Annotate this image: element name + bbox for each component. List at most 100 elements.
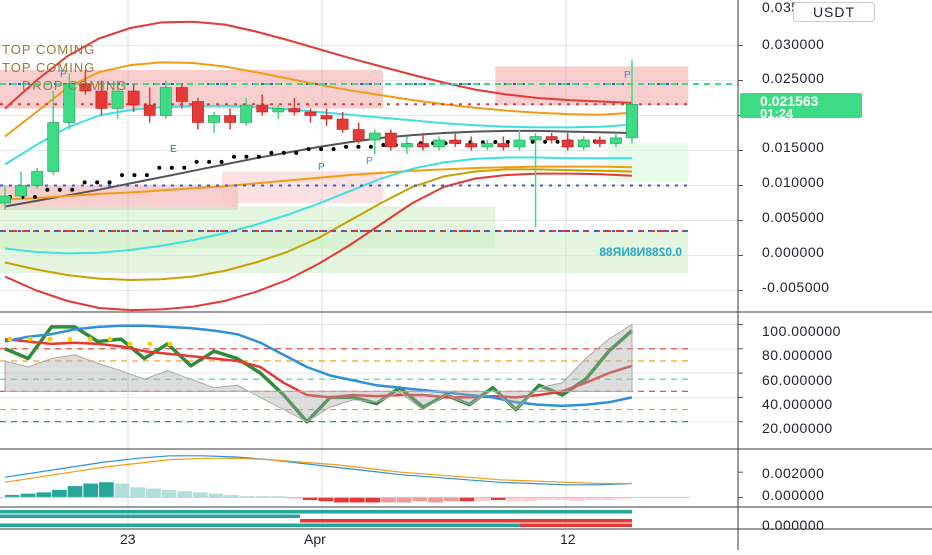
candle-body xyxy=(481,143,494,148)
candle-body xyxy=(529,136,542,141)
y-tick-label: 0.005000 xyxy=(762,209,824,225)
candle-body xyxy=(224,115,236,123)
macd-histogram-bar xyxy=(224,494,240,498)
candle-body xyxy=(433,139,445,148)
osc-line xyxy=(4,324,633,408)
candle-body xyxy=(626,104,638,139)
strip-panel[interactable] xyxy=(0,510,632,527)
band-line xyxy=(4,20,633,110)
overlay-label-drop: DROP COMING xyxy=(22,78,127,93)
osc-y-tick-label: 100.000000 xyxy=(762,323,841,339)
trail-dot xyxy=(144,173,149,178)
trail-dot xyxy=(169,165,174,170)
osc-signal-dot xyxy=(67,336,73,342)
strip-y-tick-label: 0.000000 xyxy=(762,517,824,533)
candle-body xyxy=(95,90,108,109)
candle-body xyxy=(352,129,365,141)
candle-body xyxy=(240,104,253,123)
band-line xyxy=(4,165,633,201)
strip-bar xyxy=(0,523,520,527)
signal-zone xyxy=(495,66,689,105)
trail-dot xyxy=(543,139,548,144)
price-panel[interactable] xyxy=(0,20,738,312)
band-line xyxy=(4,168,633,281)
macd-histogram-bar xyxy=(600,497,616,500)
trail-dot xyxy=(32,195,37,199)
macd-y-tick-label: 0.002000 xyxy=(762,465,824,481)
trail-dot xyxy=(493,140,498,144)
strip-bar xyxy=(520,523,632,527)
osc-y-tick-label: 80.000000 xyxy=(762,347,833,363)
oscillator-panel[interactable] xyxy=(0,323,690,424)
trail-dot xyxy=(132,173,137,178)
macd-histogram-bar xyxy=(161,489,177,498)
candle-body xyxy=(320,115,333,120)
trail-dot xyxy=(331,147,336,152)
macd-histogram-bar xyxy=(396,497,412,503)
trail-dot xyxy=(95,180,100,185)
band-line xyxy=(4,61,633,138)
trail-dot xyxy=(232,154,236,159)
osc-signal-dot xyxy=(47,336,53,342)
trail-dot xyxy=(294,150,299,155)
y-tick-label: -0.005000 xyxy=(762,279,830,295)
osc-signal-dot xyxy=(147,341,153,347)
macd-histogram-bar xyxy=(522,497,537,502)
macd-histogram-bar xyxy=(428,497,443,503)
macd-histogram-bar xyxy=(553,497,569,500)
macd-histogram-bar xyxy=(208,493,224,498)
candle-body xyxy=(401,143,413,148)
candle-body xyxy=(47,122,60,172)
trail-dot xyxy=(381,143,386,147)
macd-histogram-bar xyxy=(52,489,67,498)
trail-dot xyxy=(70,187,75,192)
candle-body xyxy=(577,139,590,148)
macd-histogram-bar xyxy=(177,491,193,498)
strip-bar xyxy=(0,514,300,518)
macd-histogram-bar xyxy=(537,497,553,500)
osc-signal-dot xyxy=(27,336,33,342)
macd-histogram-bar xyxy=(255,496,271,498)
trail-dot xyxy=(306,147,311,152)
macd-histogram-bar xyxy=(99,482,114,498)
osc-y-tick-label: 60.000000 xyxy=(762,372,833,388)
trail-dot xyxy=(182,165,187,170)
trail-dot xyxy=(194,159,199,164)
macd-histogram-bar xyxy=(83,483,99,498)
overlay-label-top-2: TOP COMING xyxy=(2,60,95,75)
candle-body xyxy=(288,108,301,113)
candle-body xyxy=(175,87,188,102)
marker-letter: P xyxy=(60,69,67,80)
candle-body xyxy=(192,101,204,123)
x-tick-label: 12 xyxy=(560,531,576,547)
candle-body xyxy=(143,104,156,116)
macd-panel[interactable] xyxy=(0,455,690,503)
macd-histogram-bar xyxy=(569,497,584,502)
candle-body xyxy=(449,139,462,144)
candle-body xyxy=(0,195,11,204)
signal-zone xyxy=(607,143,689,182)
candle-body xyxy=(610,137,622,144)
candle-body xyxy=(15,185,27,197)
y-tick-label: 0.010000 xyxy=(762,174,824,190)
trail-dot xyxy=(207,159,212,164)
trail-dot xyxy=(344,144,348,149)
macd-y-tick-label: 0.000000 xyxy=(762,487,824,503)
trail-dot xyxy=(555,139,560,144)
osc-signal-dot xyxy=(107,336,113,342)
candle-body xyxy=(304,111,317,116)
macd-histogram-bar xyxy=(318,497,334,502)
candle-body xyxy=(31,171,44,186)
macd-histogram-bar xyxy=(475,497,490,502)
macd-histogram-bar xyxy=(67,486,83,498)
marker-letter: P xyxy=(624,70,631,81)
currency-selector[interactable]: USDT xyxy=(793,2,875,22)
macd-histogram-bar xyxy=(240,496,255,498)
macd-histogram-bar xyxy=(490,497,506,500)
trail-dot xyxy=(269,150,274,155)
macd-histogram-bar xyxy=(36,492,52,498)
osc-y-tick-label: 20.000000 xyxy=(762,420,833,436)
